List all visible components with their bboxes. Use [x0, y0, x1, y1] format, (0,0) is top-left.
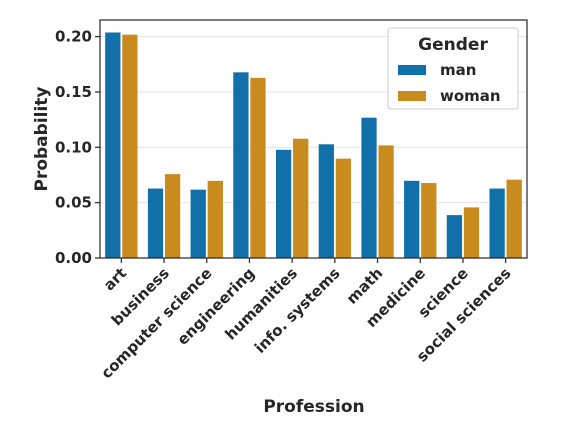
y-tick-label: 0.20	[55, 28, 92, 46]
bar-man	[275, 149, 292, 259]
legend-box	[387, 27, 519, 110]
y-axis-ticks: 0.00 0.05 0.10 0.15 0.20	[55, 28, 100, 267]
bar-woman	[463, 206, 480, 259]
x-tick-label: art	[100, 264, 130, 294]
bar-man	[403, 180, 420, 259]
legend-label-man: man	[440, 61, 476, 79]
bar-man	[488, 187, 506, 259]
legend-label-woman: woman	[440, 87, 501, 105]
bar-man	[232, 71, 250, 259]
legend-title: Gender	[418, 35, 488, 55]
bar-woman	[292, 138, 309, 259]
bar-man	[446, 214, 463, 259]
bar-woman	[164, 173, 181, 259]
y-axis-label: Probability	[32, 86, 52, 191]
bar-woman	[121, 34, 139, 259]
legend: Gender man woman	[387, 27, 519, 110]
y-tick-label: 0.10	[55, 138, 92, 156]
bar-man	[318, 143, 335, 259]
bars	[104, 31, 523, 259]
bar-woman	[420, 182, 438, 259]
y-tick-label: 0.05	[55, 194, 92, 212]
legend-swatch-woman	[398, 91, 426, 101]
bar-woman	[377, 144, 395, 259]
plot-area-frame	[99, 19, 528, 259]
bar-man	[147, 187, 164, 259]
bar-woman	[249, 77, 267, 259]
legend-items: man woman	[398, 61, 501, 105]
bar-woman	[505, 179, 523, 259]
bar-woman	[207, 180, 224, 259]
x-axis-label: Profession	[263, 397, 364, 417]
y-tick-label: 0.15	[55, 83, 92, 101]
bar-man	[189, 189, 207, 259]
y-tick-label: 0.00	[55, 249, 92, 267]
legend-swatch-man	[398, 65, 426, 75]
bar-man	[104, 31, 122, 259]
bar-man	[360, 117, 378, 259]
bar-woman	[335, 158, 352, 259]
